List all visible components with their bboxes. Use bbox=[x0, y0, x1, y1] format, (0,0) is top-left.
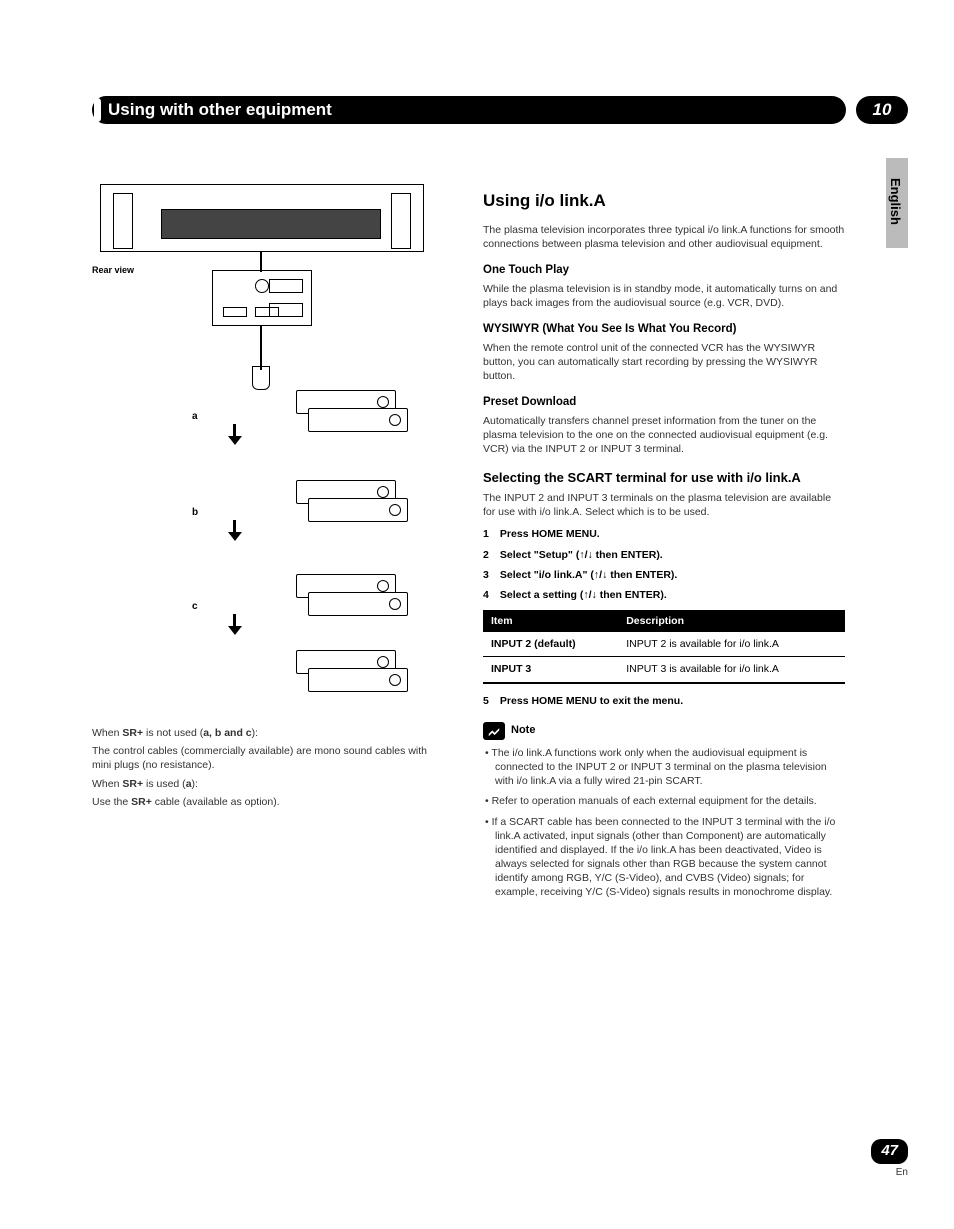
caption-line: The control cables (commercially availab… bbox=[92, 744, 442, 772]
steps-list-cont: 5 Press HOME MENU to exit the menu. bbox=[483, 694, 845, 708]
arrow-down-icon bbox=[228, 520, 242, 542]
note-label: Note bbox=[511, 723, 535, 738]
caption-line: Use the SR+ cable (available as option). bbox=[92, 795, 442, 809]
chapter-title-pill: Using with other equipment bbox=[92, 96, 846, 124]
page-lang-label: En bbox=[871, 1166, 908, 1180]
rear-view-label: Rear view bbox=[92, 264, 134, 276]
step-item: 3 Select "i/o link.A" (↑/↓ then ENTER). bbox=[483, 568, 845, 582]
diagram-label-b: b bbox=[192, 506, 198, 520]
note-item: If a SCART cable has been connected to t… bbox=[483, 815, 845, 900]
device-group bbox=[278, 480, 422, 540]
scart-heading: Selecting the SCART terminal for use wit… bbox=[483, 470, 845, 487]
step-item: 5 Press HOME MENU to exit the menu. bbox=[483, 694, 845, 708]
body-text: When the remote control unit of the conn… bbox=[483, 341, 845, 384]
table-header-item: Item bbox=[483, 610, 618, 632]
settings-table: Item Description INPUT 2 (default) INPUT… bbox=[483, 610, 845, 684]
sub-heading: WYSIWYR (What You See Is What You Record… bbox=[483, 322, 845, 338]
left-column: Rear view a b c When SR+ is not used (a,… bbox=[92, 180, 442, 813]
note-list: The i/o link.A functions work only when … bbox=[483, 746, 845, 900]
step-item: 2 Select "Setup" (↑/↓ then ENTER). bbox=[483, 548, 845, 562]
note-item: Refer to operation manuals of each exter… bbox=[483, 794, 845, 808]
right-column: Using i/o link.A The plasma television i… bbox=[483, 190, 845, 906]
table-row: INPUT 3 INPUT 3 is available for i/o lin… bbox=[483, 657, 845, 683]
sub-heading: Preset Download bbox=[483, 395, 845, 411]
note-icon bbox=[483, 722, 505, 740]
caption-line: When SR+ is not used (a, b and c): bbox=[92, 726, 442, 740]
media-receiver-box bbox=[212, 270, 312, 326]
body-text: Automatically transfers channel preset i… bbox=[483, 414, 845, 457]
connection-diagram: Rear view a b c bbox=[92, 180, 432, 714]
chapter-number: 10 bbox=[873, 99, 892, 122]
step-item: 1 Press HOME MENU. bbox=[483, 527, 845, 541]
arrow-down-icon bbox=[228, 614, 242, 636]
table-row: INPUT 2 (default) INPUT 2 is available f… bbox=[483, 632, 845, 657]
table-header-desc: Description bbox=[618, 610, 845, 632]
diagram-label-c: c bbox=[192, 600, 198, 614]
chapter-title: Using with other equipment bbox=[108, 99, 332, 122]
note-item: The i/o link.A functions work only when … bbox=[483, 746, 845, 789]
body-text: While the plasma television is in standb… bbox=[483, 282, 845, 310]
plug-icon bbox=[252, 366, 270, 390]
body-text: The INPUT 2 and INPUT 3 terminals on the… bbox=[483, 491, 845, 519]
tv-rear-outline bbox=[100, 184, 424, 252]
intro-paragraph: The plasma television incorporates three… bbox=[483, 223, 845, 251]
left-caption-block: When SR+ is not used (a, b and c): The c… bbox=[92, 726, 442, 809]
caption-line: When SR+ is used (a): bbox=[92, 777, 442, 791]
section-title: Using i/o link.A bbox=[483, 190, 845, 213]
diagram-label-a: a bbox=[192, 410, 198, 424]
language-tab-label: English bbox=[886, 178, 904, 225]
sub-heading: One Touch Play bbox=[483, 263, 845, 279]
device-group bbox=[278, 390, 422, 450]
page-footer: 47 En bbox=[871, 1139, 908, 1179]
note-block: Note The i/o link.A functions work only … bbox=[483, 722, 845, 900]
device-group bbox=[278, 574, 422, 634]
chapter-number-badge: 10 bbox=[856, 96, 908, 124]
device-group bbox=[278, 650, 422, 710]
arrow-down-icon bbox=[228, 424, 242, 446]
page-number-badge: 47 bbox=[871, 1139, 908, 1163]
step-item: 4 Select a setting (↑/↓ then ENTER). bbox=[483, 588, 845, 602]
steps-list: 1 Press HOME MENU. 2 Select "Setup" (↑/↓… bbox=[483, 527, 845, 602]
chapter-header: Using with other equipment 10 bbox=[92, 96, 908, 124]
